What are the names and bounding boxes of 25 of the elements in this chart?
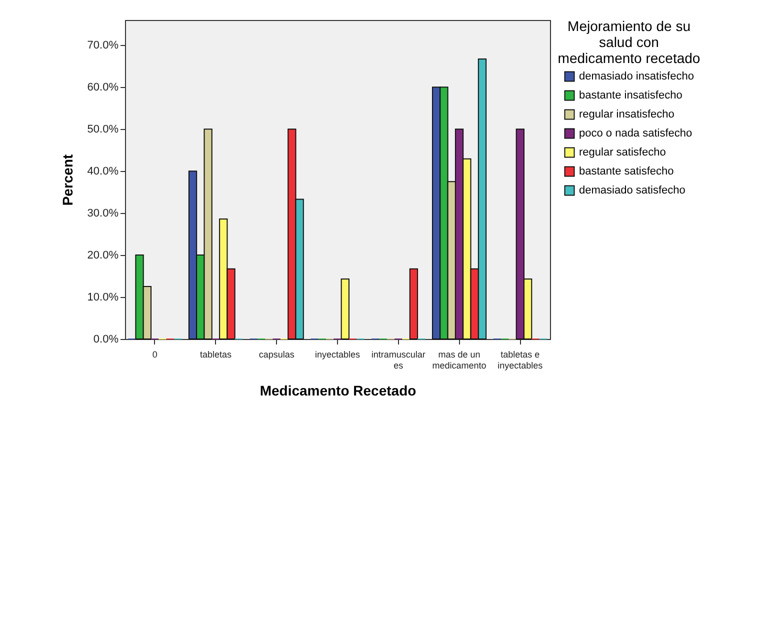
y-tick-label: 20.0% — [87, 250, 119, 262]
x-tick-label: inyectables — [314, 350, 361, 360]
y-axis-title: Percent — [59, 154, 76, 206]
legend-label: bastante insatisfecho — [579, 90, 682, 102]
y-tick-label: 10.0% — [87, 292, 119, 304]
x-axis-title: Medicamento Recetado — [260, 382, 416, 398]
y-tick-label: 60.0% — [87, 82, 119, 94]
legend-label: demasiado satisfecho — [579, 184, 686, 196]
legend-label: demasiado insatisfecho — [579, 70, 694, 82]
y-tick-label: 30.0% — [87, 208, 119, 220]
legend-label: regular satisfecho — [579, 146, 666, 158]
y-tick-label: 70.0% — [87, 40, 119, 52]
x-tick-label: intramuscular es — [371, 350, 426, 370]
y-tick-label: 40.0% — [87, 166, 119, 178]
legend-label: regular insatisfecho — [579, 108, 674, 120]
x-tick-label: tabletas — [200, 350, 232, 360]
x-tick-label: tabletas e inyectables — [498, 350, 544, 370]
y-tick-label: 50.0% — [87, 124, 119, 136]
legend-title: Mejoramiento de su salud con medicamento recetado — [558, 18, 700, 66]
legend-label: poco o nada satisfecho — [579, 128, 692, 140]
x-tick-label: capsulas — [258, 350, 295, 360]
legend-label: bastante satisfecho — [579, 166, 674, 178]
x-tick-label: mas de un medicamento — [432, 350, 486, 370]
x-tick-label: 0 — [152, 350, 158, 360]
y-tick-label: 0.0% — [93, 334, 119, 346]
